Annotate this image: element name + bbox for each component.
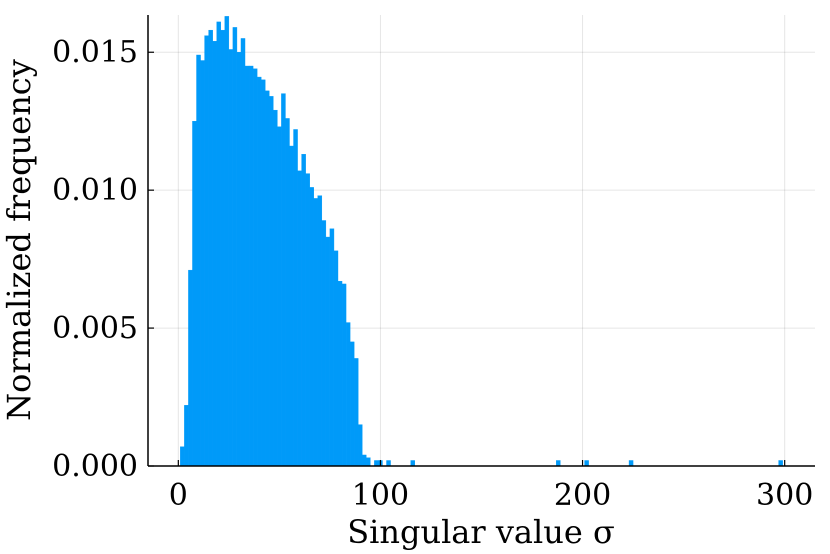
histogram-bar	[337, 280, 343, 467]
histogram-bars	[180, 16, 783, 467]
histogram-bar	[196, 54, 201, 467]
histogram-bar	[281, 93, 286, 467]
histogram-bar	[313, 198, 318, 467]
histogram-bar	[216, 21, 221, 467]
histogram-bar	[188, 269, 193, 467]
axis-ticks: 0 100 200 300 0.000 0.005 0.010 0.015	[52, 35, 813, 513]
histogram-bar	[269, 96, 274, 467]
y-axis-title: Normalized frequency	[0, 59, 38, 421]
histogram-bar	[584, 460, 589, 467]
histogram-bar	[362, 454, 367, 467]
histogram-bar	[556, 460, 561, 467]
histogram-bar	[248, 65, 254, 467]
histogram-bar	[317, 195, 323, 467]
histogram-bar	[349, 341, 355, 467]
histogram-bar	[353, 358, 359, 467]
histogram-bar	[297, 170, 302, 467]
histogram-bar	[252, 68, 258, 467]
x-tick-label: 0	[169, 478, 188, 513]
histogram-bar	[410, 460, 415, 467]
histogram-bar	[341, 283, 347, 467]
histogram-bar	[309, 187, 314, 467]
y-tick-label: 0.005	[52, 311, 138, 346]
histogram-bar	[184, 405, 189, 467]
histogram-bar	[293, 129, 298, 467]
histogram-bar	[305, 173, 310, 467]
histogram-bar	[208, 29, 213, 467]
histogram-bar	[289, 145, 294, 467]
histogram-bar	[325, 236, 331, 467]
histogram-bar	[228, 49, 234, 467]
histogram-bar	[386, 460, 391, 467]
y-tick-label: 0.000	[52, 449, 138, 484]
histogram-bar	[366, 457, 371, 467]
histogram-bar	[204, 35, 209, 467]
histogram-bar	[192, 120, 197, 467]
histogram-bar	[628, 460, 634, 467]
histogram-bar	[240, 38, 246, 467]
x-tick-label: 300	[756, 478, 813, 513]
x-tick-label: 200	[554, 478, 611, 513]
histogram-bar	[232, 27, 238, 467]
x-axis-title: Singular value σ	[347, 513, 615, 551]
histogram-bar	[260, 79, 266, 467]
histogram-bar	[273, 109, 278, 467]
histogram-bar	[358, 424, 363, 467]
histogram-bar	[321, 220, 327, 467]
histogram-bar	[345, 322, 351, 467]
histogram-bar	[224, 16, 230, 467]
y-tick-label: 0.015	[52, 35, 138, 70]
histogram-bar	[778, 460, 783, 467]
histogram-bar	[212, 41, 217, 467]
histogram-bar	[301, 154, 306, 467]
histogram-bar	[180, 446, 185, 467]
histogram-bar	[244, 65, 250, 467]
histogram-bar	[200, 60, 205, 467]
x-tick-label: 100	[352, 478, 409, 513]
histogram-bar	[374, 460, 379, 467]
histogram-bar	[256, 76, 262, 467]
histogram-bar	[333, 250, 339, 467]
histogram-bar	[329, 228, 335, 467]
histogram-bar	[220, 29, 226, 467]
histogram-bar	[236, 52, 242, 467]
histogram-bar	[277, 126, 282, 467]
y-tick-label: 0.010	[52, 173, 138, 208]
histogram-bar	[285, 118, 290, 467]
histogram-bar	[265, 90, 270, 467]
